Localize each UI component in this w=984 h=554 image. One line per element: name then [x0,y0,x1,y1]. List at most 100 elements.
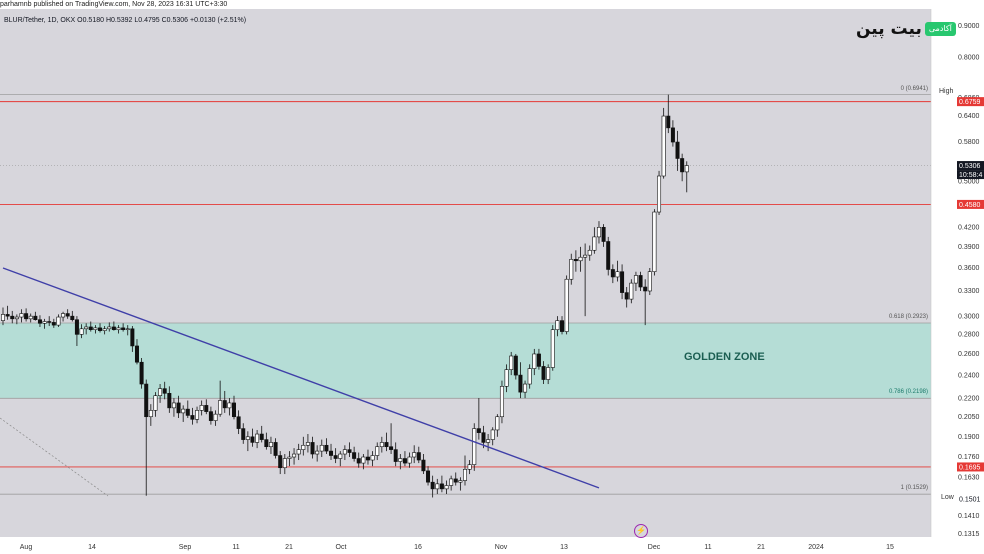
candle-body [5,314,10,317]
candle-body [393,449,398,462]
candle-body [204,405,209,412]
candle [643,279,648,326]
candle-body [102,328,107,331]
price-badge-bg [957,462,984,472]
candle-body [430,481,435,490]
brand-logo: بیت پین آکادمی [856,20,956,38]
price-badge-text: 0.1695 [959,464,981,471]
candle [181,405,186,422]
candle [51,318,56,328]
candle [185,400,190,419]
candle-body [560,320,565,332]
candle [550,325,555,371]
candle [389,423,394,455]
candle [666,94,671,134]
lightning-event-icon[interactable]: ⚡ [634,524,648,538]
candle [24,308,29,322]
candle [453,472,458,486]
candle [88,321,93,332]
candle-body [190,415,195,420]
candle [680,153,685,182]
candle [361,454,366,470]
time-tick-label: Nov [495,544,508,551]
candle-body [504,369,509,387]
price-tick-label: 0.2400 [958,372,980,379]
candle [421,454,426,475]
publisher-header: parhamnb published on TradingView.com, N… [0,0,984,9]
candle-body [606,241,611,270]
high-label: High [939,88,954,95]
candle [153,392,158,417]
candle-body [476,428,481,433]
candle-body [439,483,444,490]
candle-body [573,259,578,262]
candle [541,361,546,385]
candle-body [121,327,126,331]
candle [324,438,329,455]
candle-body [79,328,84,335]
candle [0,307,6,326]
candle [430,475,435,498]
candle [402,451,407,467]
price-tick-label: 0.8000 [958,54,980,61]
candle [130,326,135,352]
descending-trendline[interactable] [2,267,600,489]
candle-body [213,413,218,421]
price-axis[interactable]: 0.90000.80000.68600.64000.58000.50000.42… [939,23,980,538]
candle-body [218,400,223,415]
candle [407,452,412,468]
candle-body [98,327,103,331]
candle [107,322,112,332]
candle-body [670,127,675,143]
price-badge-bg [957,199,984,209]
candle [375,442,380,461]
candle [365,449,370,465]
candle [47,316,52,327]
candle-body [435,483,440,490]
candle [527,364,532,389]
candle [19,309,24,323]
price-axis-background [931,9,984,537]
time-tick-label: 16 [414,544,422,551]
candle-body [624,292,629,300]
candle [329,443,334,461]
candle [509,351,514,376]
price-badge: 0.4580 [957,199,984,209]
fib-level-1-label: 1 (0.1529) [900,485,928,492]
candle [250,428,255,447]
candle [319,439,324,458]
candle-body [661,115,666,177]
candle-body [116,327,121,331]
candle-body [47,321,52,323]
candle [523,380,528,399]
candle [356,452,361,468]
candle [661,107,666,179]
time-tick-label: 2024 [808,544,824,551]
candle-body [416,452,421,461]
candle-body [352,452,357,459]
price-tick-label: 0.6400 [958,113,980,120]
candle-body [592,236,597,251]
candle [287,451,292,467]
candle-body [255,433,260,443]
candle [569,253,574,285]
fib-level-0786-label: 0.786 (0.2198) [888,389,928,396]
candle [620,264,625,300]
candle-body [208,411,213,421]
candle-body [185,408,190,416]
candle [259,425,264,443]
candle-body [273,442,278,456]
candle-body [125,328,130,331]
time-axis[interactable]: Aug 14 Sep 11 21 Oct 16 Nov 13 Dec 11 21 2024 15 [20,544,894,551]
candle [439,475,444,493]
price-tick-label: 0.3300 [958,288,980,295]
time-tick-label: 21 [285,544,293,551]
candle-body [37,319,42,324]
candle-body [536,353,541,367]
candle [393,442,398,467]
candle-body [472,428,477,465]
candle [333,448,338,464]
time-tick-label: 11 [704,544,711,551]
plot-background [0,9,931,537]
